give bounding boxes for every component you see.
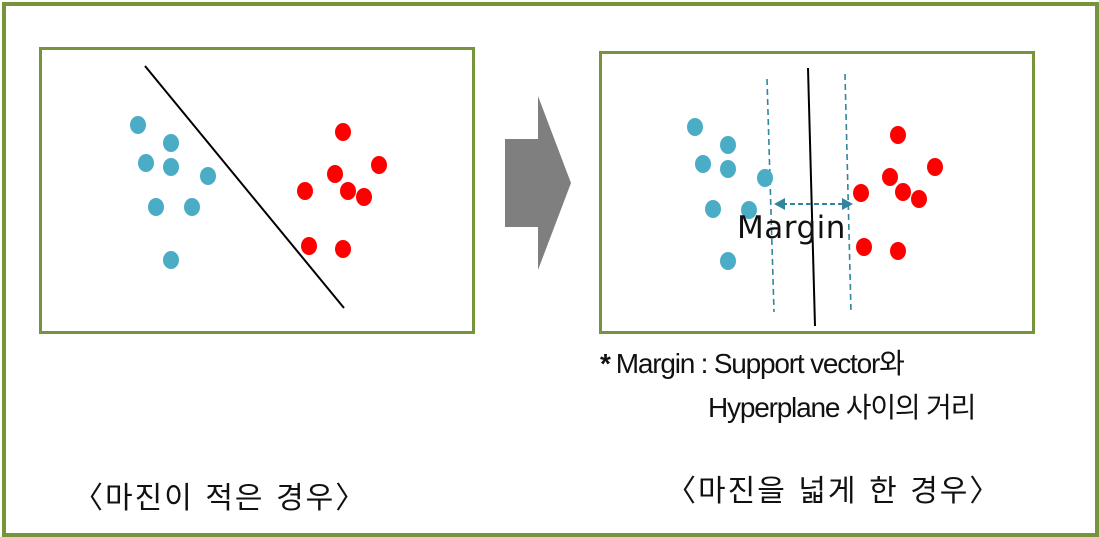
class-a-point — [184, 198, 200, 216]
narrow-margin-panel — [39, 47, 475, 334]
class-b-point — [340, 182, 356, 200]
hyperplane-line — [807, 67, 816, 327]
margin-label: Margin — [737, 210, 846, 246]
margin-boundary-right — [844, 73, 852, 313]
class-a-points — [687, 118, 773, 270]
class-a-point — [130, 116, 146, 134]
class-b-point — [890, 242, 906, 260]
class-a-point — [741, 201, 757, 219]
class-a-point — [687, 118, 703, 136]
class-b-point — [297, 182, 313, 200]
narrow-margin-diagram — [130, 65, 387, 309]
class-b-point — [911, 190, 927, 208]
class-b-point — [371, 156, 387, 174]
class-a-point — [163, 134, 179, 152]
class-b-point — [890, 126, 906, 144]
footnote-line-1: * Margin : Support vector와 — [600, 342, 905, 382]
class-b-point — [853, 184, 869, 202]
class-a-point — [695, 155, 711, 173]
class-b-point — [335, 240, 351, 258]
class-b-points — [297, 123, 387, 258]
class-b-point — [927, 158, 943, 176]
class-a-point — [720, 252, 736, 270]
wide-margin-panel — [599, 51, 1035, 334]
class-b-point — [895, 183, 911, 201]
class-b-point — [327, 165, 343, 183]
right-arrow-icon — [505, 96, 571, 270]
margin-width-arrow — [774, 198, 853, 210]
wide-margin-diagram — [687, 67, 943, 327]
class-b-point — [301, 237, 317, 255]
class-b-point — [882, 168, 898, 186]
hyperplane-line — [144, 65, 345, 309]
class-a-points — [130, 116, 216, 269]
class-a-point — [138, 154, 154, 172]
margin-boundary-left — [766, 78, 775, 313]
class-b-points — [853, 126, 943, 260]
class-a-point — [200, 167, 216, 185]
footnote-star: * — [600, 348, 611, 379]
footnote-line-2: Hyperplane 사이의 거리 — [708, 392, 976, 423]
class-a-point — [757, 169, 773, 187]
narrow-margin-caption: 〈마진이 적은 경우〉 — [73, 481, 368, 516]
class-a-point — [148, 198, 164, 216]
class-b-point — [856, 238, 872, 256]
class-b-point — [356, 188, 372, 206]
wide-margin-caption: 〈마진을 넓게 한 경우〉 — [666, 474, 1002, 509]
class-a-point — [720, 136, 736, 154]
class-a-point — [720, 160, 736, 178]
class-a-point — [163, 158, 179, 176]
class-b-point — [335, 123, 351, 141]
class-a-point — [705, 200, 721, 218]
class-a-point — [163, 251, 179, 269]
footnote-text-1: Margin : Support vector와 — [615, 348, 905, 379]
